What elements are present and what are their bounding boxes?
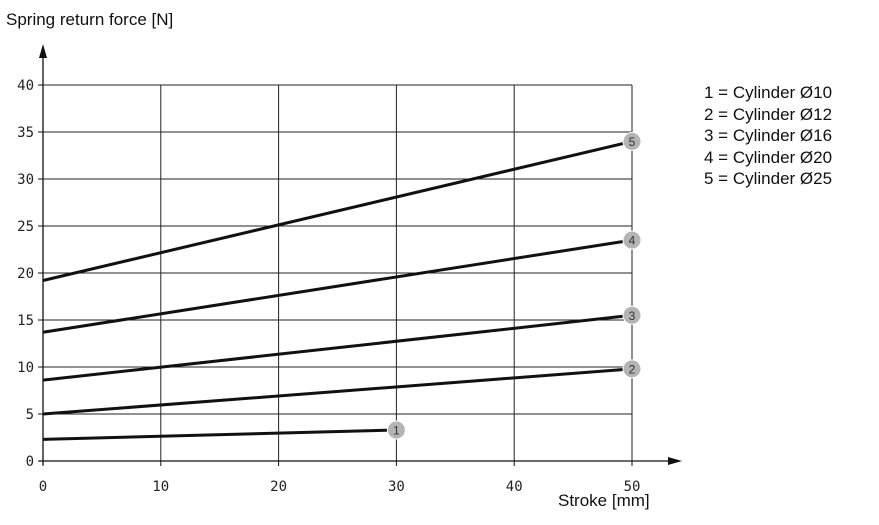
- series-marker-label-4: 4: [629, 234, 636, 248]
- legend-entry-2: 2 = Cylinder Ø12: [704, 104, 833, 124]
- series-line-4: [42, 238, 633, 334]
- legend-entry-1: 1 = Cylinder Ø10: [704, 83, 833, 102]
- y-tick-label-20: 20: [17, 266, 34, 282]
- legend-entry-4: 4 = Cylinder Ø20: [704, 147, 833, 167]
- grid: [43, 84, 633, 461]
- y-tick-label-15: 15: [17, 313, 34, 329]
- x-axis-arrow: [668, 457, 682, 465]
- series-marker-1: [386, 420, 406, 440]
- x-tick-label-10: 10: [152, 479, 169, 495]
- series-markers: 1 2 3 4 5: [386, 131, 642, 440]
- y-axis-label: Spring return force [N]: [6, 10, 174, 29]
- y-tick-label-10: 10: [17, 360, 34, 376]
- x-axis-label: Stroke [mm]: [558, 491, 650, 510]
- y-tick-label-40: 40: [17, 78, 34, 94]
- series-marker-label-5: 5: [629, 135, 636, 149]
- y-tick-label-35: 35: [17, 125, 34, 141]
- legend-entry-3: 3 = Cylinder Ø16: [704, 126, 833, 146]
- x-tick-label-0: 0: [39, 479, 47, 495]
- axes: [38, 44, 682, 466]
- y-tick-label-30: 30: [17, 172, 34, 188]
- series-marker-label-1: 1: [393, 423, 400, 437]
- series-line-5: [42, 139, 633, 282]
- legend: 1 = Cylinder Ø10 2 = Cylinder Ø12 3 = Cy…: [704, 82, 832, 190]
- series-line-1: [42, 428, 397, 441]
- y-tick-label-5: 5: [26, 407, 34, 423]
- y-axis-arrow: [39, 44, 47, 58]
- x-tick-label-20: 20: [270, 479, 287, 495]
- series-lines: [42, 139, 633, 441]
- y-tick-label-0: 0: [26, 454, 34, 470]
- x-tick-label-40: 40: [506, 479, 523, 495]
- series-marker-5: [622, 131, 642, 151]
- series-marker-3: [622, 305, 642, 325]
- y-tick-label-25: 25: [17, 219, 34, 235]
- x-tick-label-50: 50: [624, 479, 641, 495]
- series-marker-label-3: 3: [629, 309, 636, 323]
- x-tick-label-30: 30: [388, 479, 405, 495]
- series-marker-4: [622, 230, 642, 250]
- series-marker-label-2: 2: [629, 362, 636, 376]
- series-line-2: [42, 367, 633, 416]
- series-marker-2: [622, 359, 642, 379]
- series-line-3: [42, 313, 633, 382]
- legend-entry-5: 5 = Cylinder Ø25: [704, 169, 833, 189]
